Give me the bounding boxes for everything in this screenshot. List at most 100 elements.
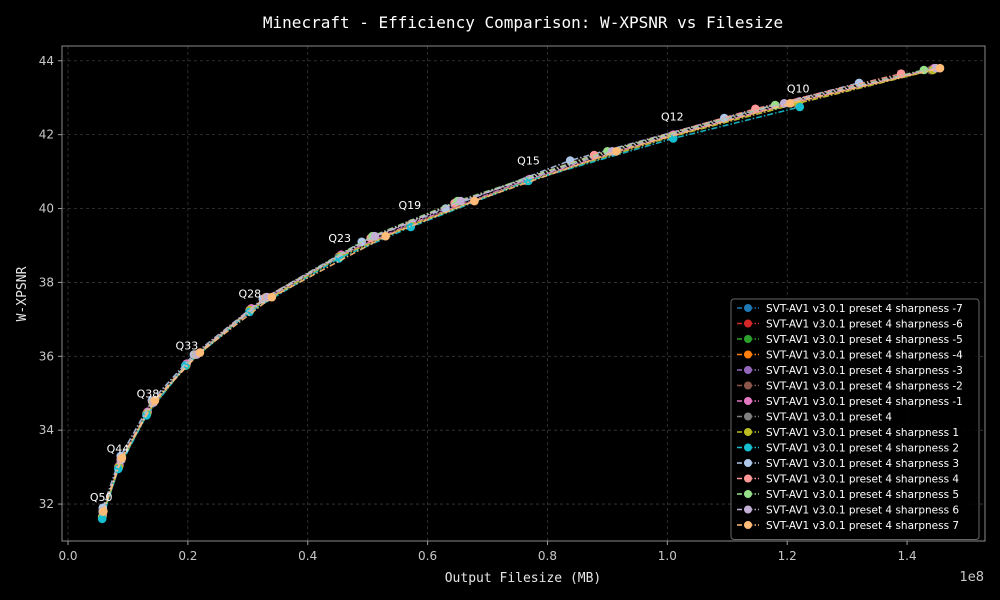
series-line bbox=[102, 67, 937, 512]
legend-marker bbox=[744, 304, 752, 312]
data-point bbox=[117, 453, 127, 463]
legend-entry: SVT-AV1 v3.0.1 preset 4 sharpness 3 bbox=[737, 458, 959, 470]
quality-label: Q10 bbox=[787, 83, 810, 96]
x-tick-label: 1.2 bbox=[778, 549, 797, 563]
legend-entry: SVT-AV1 v3.0.1 preset 4 sharpness 7 bbox=[737, 520, 959, 532]
legend-entry: SVT-AV1 v3.0.1 preset 4 sharpness 4 bbox=[737, 473, 959, 485]
legend-marker bbox=[744, 474, 752, 483]
legend-marker bbox=[744, 521, 752, 529]
data-point bbox=[406, 222, 416, 232]
legend-label: SVT-AV1 v3.0.1 preset 4 sharpness 5 bbox=[766, 489, 959, 501]
legend-entry: SVT-AV1 v3.0.1 preset 4 sharpness -1 bbox=[737, 396, 963, 408]
legend-entry: SVT-AV1 v3.0.1 preset 4 sharpness 2 bbox=[737, 442, 959, 454]
data-point bbox=[381, 231, 390, 241]
legend-marker bbox=[744, 381, 752, 390]
x-tick-label: 0.4 bbox=[298, 549, 317, 563]
data-point bbox=[99, 507, 108, 516]
y-tick-label: 40 bbox=[39, 202, 54, 216]
legend-label: SVT-AV1 v3.0.1 preset 4 sharpness -4 bbox=[766, 349, 963, 361]
legend: SVT-AV1 v3.0.1 preset 4 sharpness -7 SVT-… bbox=[730, 298, 980, 540]
y-tick-label: 42 bbox=[39, 128, 54, 142]
data-point bbox=[785, 99, 795, 108]
legend-label: SVT-AV1 v3.0.1 preset 4 bbox=[766, 411, 892, 423]
legend-label: SVT-AV1 v3.0.1 preset 4 sharpness -7 bbox=[766, 303, 963, 315]
legend-label: SVT-AV1 v3.0.1 preset 4 sharpness 1 bbox=[766, 427, 959, 439]
y-tick-label: 34 bbox=[39, 423, 54, 437]
legend-entry: SVT-AV1 v3.0.1 preset 4 sharpness 6 bbox=[737, 504, 959, 516]
data-point bbox=[795, 102, 805, 112]
legend-entry: SVT-AV1 v3.0.1 preset 4 sharpness -2 bbox=[737, 380, 963, 392]
legend-entry: SVT-AV1 v3.0.1 preset 4 sharpness -4 bbox=[737, 349, 963, 361]
data-point bbox=[456, 196, 465, 206]
legend-entry: SVT-AV1 v3.0.1 preset 4 sharpness -3 bbox=[737, 365, 963, 377]
legend-label: SVT-AV1 v3.0.1 preset 4 sharpness -6 bbox=[766, 318, 963, 330]
y-tick-label: 38 bbox=[39, 275, 54, 289]
legend-label: SVT-AV1 v3.0.1 preset 4 sharpness -3 bbox=[766, 365, 963, 377]
legend-entry: SVT-AV1 v3.0.1 preset 4 sharpness -5 bbox=[737, 334, 963, 346]
quality-label: Q23 bbox=[328, 232, 351, 245]
legend-label: SVT-AV1 v3.0.1 preset 4 sharpness 6 bbox=[766, 504, 959, 516]
x-tick-label: 0.0 bbox=[58, 549, 77, 563]
series-layer bbox=[97, 63, 945, 524]
quality-label: Q19 bbox=[398, 199, 421, 212]
y-tick-label: 32 bbox=[39, 497, 54, 511]
data-point bbox=[612, 147, 621, 156]
x-axis-title: Output Filesize (MB) bbox=[445, 571, 602, 586]
legend-marker bbox=[744, 397, 752, 405]
legend-entry: SVT-AV1 v3.0.1 preset 4 sharpness 5 bbox=[737, 489, 959, 501]
legend-marker bbox=[744, 335, 752, 343]
x-tick-label: 0.6 bbox=[418, 549, 437, 563]
legend-label: SVT-AV1 v3.0.1 preset 4 sharpness 2 bbox=[766, 442, 959, 454]
quality-label: Q12 bbox=[661, 110, 684, 123]
legend-marker bbox=[744, 428, 752, 436]
legend-entry: SVT-AV1 v3.0.1 preset 4 sharpness 1 bbox=[737, 427, 959, 439]
x-tick-label: 1.4 bbox=[898, 549, 917, 563]
x-axis-offset-label: 1e8 bbox=[959, 570, 984, 585]
quality-label: Q44 bbox=[107, 443, 130, 456]
series-15 bbox=[99, 63, 945, 516]
legend-marker bbox=[744, 505, 752, 514]
quality-annotations: Q50 Q44 Q38 Q33 Q28 Q23 Q19 Q15 Q12 Q10 bbox=[90, 83, 810, 504]
legend-marker bbox=[744, 459, 752, 467]
series-line bbox=[102, 82, 860, 509]
legend-label: SVT-AV1 v3.0.1 preset 4 sharpness 3 bbox=[766, 458, 959, 470]
y-tick-label: 44 bbox=[39, 54, 54, 68]
legend-marker bbox=[744, 366, 752, 374]
legend-marker bbox=[744, 319, 752, 328]
y-tick-label: 36 bbox=[39, 349, 54, 363]
data-point bbox=[935, 63, 945, 73]
legend-marker bbox=[744, 490, 752, 498]
legend-marker bbox=[744, 443, 752, 452]
legend-entry: SVT-AV1 v3.0.1 preset 4 sharpness -7 bbox=[737, 303, 963, 315]
legend-label: SVT-AV1 v3.0.1 preset 4 sharpness -5 bbox=[766, 334, 963, 346]
legend-label: SVT-AV1 v3.0.1 preset 4 sharpness 4 bbox=[766, 473, 959, 485]
data-point bbox=[779, 99, 789, 108]
y-axis-title: W-XPSNR bbox=[15, 266, 30, 321]
series-line bbox=[102, 67, 941, 512]
quality-label: Q15 bbox=[517, 155, 540, 168]
data-point bbox=[470, 196, 479, 206]
data-point bbox=[669, 134, 678, 143]
quality-label: Q28 bbox=[238, 288, 261, 301]
chart-title: Minecraft - Efficiency Comparison: W-XPS… bbox=[263, 13, 783, 32]
x-tick-label: 0.2 bbox=[178, 549, 197, 563]
axis-ticks: 0.0 0.2 0.4 0.6 0.8 1.0 1.2 1.4 32 34 36 38 40 42 44 bbox=[39, 54, 917, 563]
legend-marker bbox=[744, 412, 752, 421]
quality-label: Q50 bbox=[90, 491, 113, 504]
data-point bbox=[150, 396, 160, 405]
legend-label: SVT-AV1 v3.0.1 preset 4 sharpness -1 bbox=[766, 396, 963, 408]
x-tick-label: 0.8 bbox=[538, 549, 557, 563]
quality-label: Q38 bbox=[137, 387, 160, 400]
data-point bbox=[195, 348, 205, 357]
data-point bbox=[267, 292, 277, 302]
legend-entry: SVT-AV1 v3.0.1 preset 4 sharpness -6 bbox=[737, 318, 963, 330]
legend-marker bbox=[744, 350, 752, 359]
data-point bbox=[720, 113, 729, 123]
x-tick-label: 1.0 bbox=[658, 549, 677, 563]
quality-label: Q33 bbox=[176, 339, 199, 352]
data-point bbox=[370, 231, 380, 241]
data-point bbox=[97, 514, 107, 524]
plot-area-frame bbox=[61, 45, 986, 542]
legend-box bbox=[730, 298, 980, 540]
